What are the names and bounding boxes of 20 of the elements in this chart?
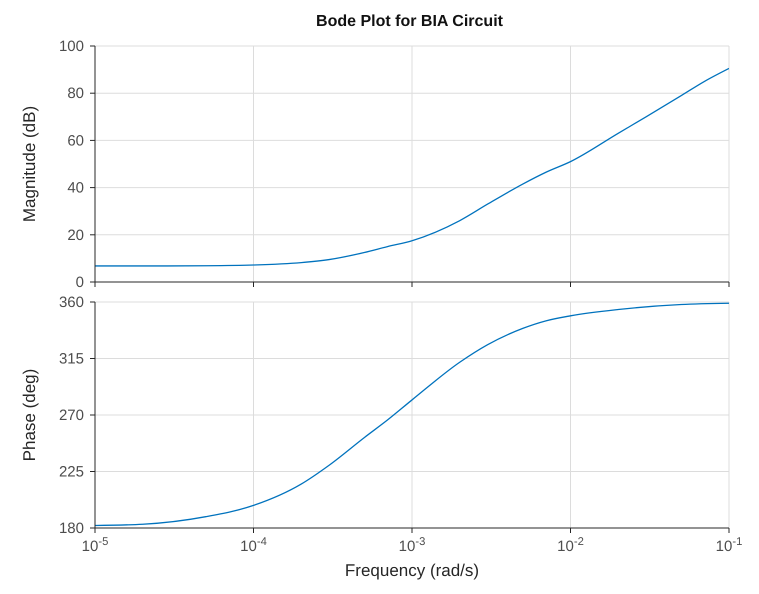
x-axis-title: Frequency (rad/s)	[344, 561, 480, 580]
x-tick-label: 10$^{-2}$	[557, 536, 584, 555]
y-tick-label: 20	[67, 226, 84, 244]
y-tick-label: 0	[76, 274, 84, 291]
y-tick-label: 225	[58, 464, 84, 480]
x-tick-label: 10$^{-3}$	[398, 536, 426, 555]
chart-title: Bode Plot for BIA Circuit	[315, 12, 504, 32]
x-tick-label: 10$^{-5}$	[82, 536, 108, 555]
x-tick-label: 10$^{-1}$	[716, 536, 742, 555]
y-tick-label: 270	[58, 407, 84, 424]
y-tick-label: 315	[58, 350, 84, 368]
y-tick-label: 360	[58, 294, 84, 311]
y-tick-label: 100	[58, 38, 84, 55]
y-tick-label: 80	[67, 85, 84, 102]
y-tick-label: 180	[58, 520, 84, 537]
y-tick-label: 40	[67, 180, 84, 197]
y-axis-title: Magnitude (dB)	[20, 106, 40, 222]
x-tick-label: 10$^{-4}$	[240, 536, 267, 555]
y-tick-label: 60	[67, 132, 84, 150]
y-axis-title: Phase (deg)	[20, 368, 40, 462]
